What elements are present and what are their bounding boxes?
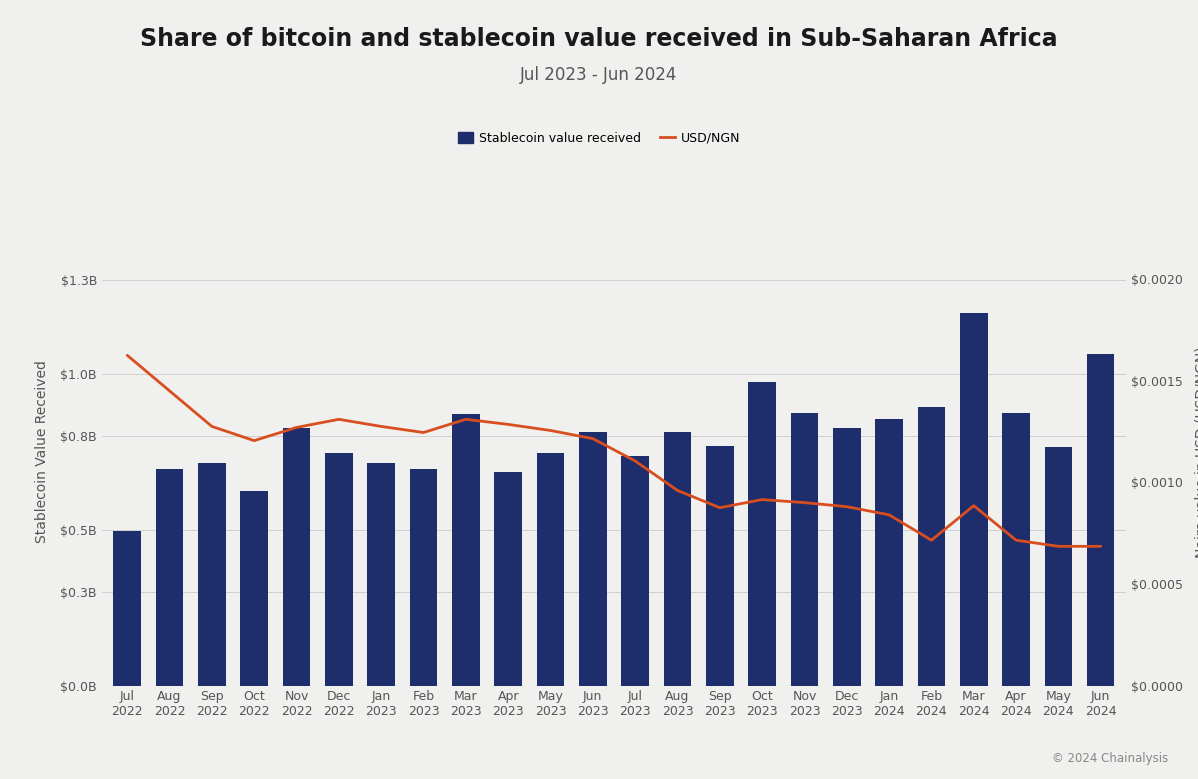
- Bar: [1087, 354, 1114, 686]
- Text: Share of bitcoin and stablecoin value received in Sub-Saharan Africa: Share of bitcoin and stablecoin value re…: [140, 27, 1058, 51]
- Bar: [1003, 413, 1030, 686]
- Bar: [749, 382, 776, 686]
- Bar: [960, 313, 987, 686]
- Bar: [622, 456, 649, 686]
- Bar: [495, 472, 522, 686]
- Text: © 2024 Chainalysis: © 2024 Chainalysis: [1052, 752, 1168, 765]
- Text: Jul 2023 - Jun 2024: Jul 2023 - Jun 2024: [520, 66, 678, 84]
- Bar: [325, 453, 352, 686]
- Bar: [114, 531, 141, 686]
- Bar: [876, 419, 903, 686]
- Legend: Stablecoin value received, USD/NGN: Stablecoin value received, USD/NGN: [453, 127, 745, 150]
- Bar: [1045, 447, 1072, 686]
- Y-axis label: Naira value in USD (USD/NGN): Naira value in USD (USD/NGN): [1194, 346, 1198, 558]
- Bar: [156, 469, 183, 686]
- Bar: [918, 407, 945, 686]
- Bar: [833, 428, 860, 686]
- Bar: [241, 491, 268, 686]
- Bar: [198, 463, 225, 686]
- Bar: [664, 432, 691, 686]
- Bar: [283, 428, 310, 686]
- Bar: [537, 453, 564, 686]
- Bar: [579, 432, 606, 686]
- Y-axis label: Stablecoin Value Received: Stablecoin Value Received: [35, 361, 49, 543]
- Bar: [791, 413, 818, 686]
- Bar: [452, 414, 479, 686]
- Bar: [368, 463, 395, 686]
- Bar: [706, 446, 733, 686]
- Bar: [410, 469, 437, 686]
